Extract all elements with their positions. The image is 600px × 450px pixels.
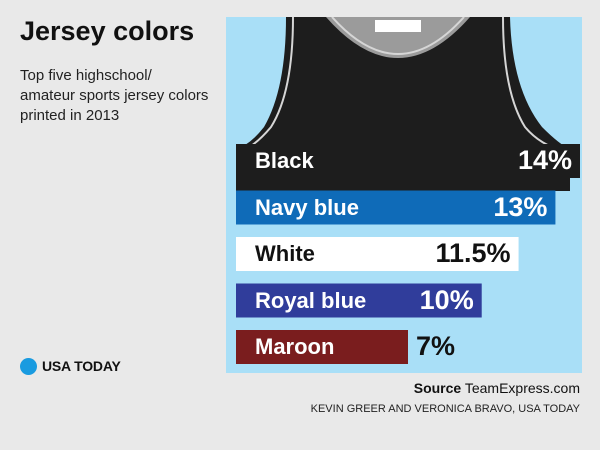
page-title: Jersey colors <box>20 16 195 46</box>
credit-line: KEVIN GREER AND VERONICA BRAVO, USA TODA… <box>310 403 580 415</box>
chart-svg <box>226 17 582 373</box>
source-line: Source TeamExpress.com <box>414 380 580 396</box>
logo-text: USA TODAY <box>42 358 121 374</box>
jersey-neck-trim <box>331 17 465 55</box>
page-subtitle: Top five highschool/ amateur sports jers… <box>20 67 209 124</box>
bar-value-label: 14% <box>517 145 572 175</box>
bar-black <box>236 144 580 178</box>
bar-category-label: Black <box>255 148 314 173</box>
bar-category-label: White <box>255 241 315 266</box>
jersey-tag <box>375 20 421 32</box>
bar-white <box>236 237 519 271</box>
bars-group <box>236 144 580 364</box>
bar-royal-blue <box>236 283 482 318</box>
bar-maroon <box>236 330 408 364</box>
bar-value-label: 13% <box>493 191 548 222</box>
bar-value-label: 11.5% <box>435 238 511 268</box>
chart-panel: Black 14% Navy blue 13% White 11.5% Royal blue… <box>226 17 582 373</box>
bar-category-label: Maroon <box>255 334 335 359</box>
bar-navy-blue <box>236 190 556 225</box>
logo-circle-icon <box>20 357 37 375</box>
source-prefix: Source <box>413 380 462 396</box>
bar-category-label: Navy blue <box>255 194 359 220</box>
bar-value-label: 10% <box>419 284 474 315</box>
usa-today-logo: USA TODAY <box>20 357 121 375</box>
bar-category-label: Royal blue <box>255 287 367 313</box>
source-text: TeamExpress.com <box>464 380 580 396</box>
bar-value-label: 7% <box>416 331 456 361</box>
